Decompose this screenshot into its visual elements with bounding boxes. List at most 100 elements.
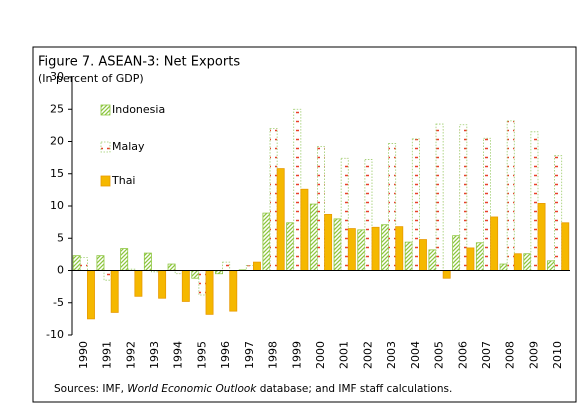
bar: [120, 248, 129, 271]
chart-title: Figure 7. ASEAN-3: Net Exports: [38, 55, 240, 70]
x-tick-label: 1996: [219, 341, 232, 369]
bar: [537, 203, 546, 271]
bar: [395, 226, 404, 271]
bar: [181, 270, 190, 302]
bar: [222, 261, 231, 271]
chart-subtitle: (In percent of GDP): [38, 72, 144, 85]
bar: [269, 128, 278, 271]
bar: [205, 270, 214, 315]
bar: [483, 137, 491, 271]
x-tick-label: 2004: [409, 341, 422, 369]
x-tick-label: 2008: [504, 341, 517, 369]
y-tick-label: 15: [50, 167, 64, 180]
bar: [143, 252, 152, 271]
x-tick-label: 1990: [77, 341, 90, 369]
bar: [333, 218, 342, 271]
bar: [276, 168, 285, 271]
bar: [411, 138, 420, 271]
bar: [523, 253, 532, 271]
bar: [357, 229, 366, 271]
bar: [158, 270, 167, 299]
bar: [506, 120, 515, 271]
bar: [530, 131, 539, 271]
y-tick-label: -5: [53, 296, 64, 309]
bar: [167, 263, 176, 271]
bar: [324, 213, 333, 271]
x-tick-label: 1994: [172, 341, 185, 369]
bar: [490, 216, 499, 271]
x-tick-label: 2003: [385, 341, 398, 369]
bar: [245, 264, 254, 271]
x-tick-label: 2000: [314, 341, 327, 369]
bar: [253, 261, 261, 271]
bar: [419, 239, 427, 271]
source-part: World Economic Outlook: [127, 383, 257, 395]
bar: [442, 270, 451, 279]
y-tick-label: 5: [57, 231, 64, 244]
x-tick-label: 1998: [267, 341, 280, 369]
bar: [547, 260, 555, 271]
bar: [198, 270, 207, 296]
x-tick-label: 1997: [243, 341, 256, 369]
x-tick-label: 2002: [361, 341, 374, 369]
bar: [229, 270, 238, 312]
x-tick-label: 2005: [433, 341, 446, 369]
x-tick-label: 1993: [148, 341, 161, 369]
bar: [371, 226, 380, 271]
bar: [404, 241, 413, 271]
x-tick-label: 1995: [195, 341, 208, 369]
x-tick-label: 2009: [527, 341, 540, 369]
legend-label: Malay: [112, 140, 145, 153]
y-tick-label: 30: [50, 70, 64, 83]
bar: [300, 188, 309, 271]
x-tick-label: 2007: [480, 341, 493, 369]
bar: [340, 157, 349, 271]
x-tick-label: 2006: [456, 341, 469, 369]
bar: [428, 249, 437, 271]
bar: [364, 159, 373, 271]
bar: [466, 247, 475, 271]
x-tick-label: 2010: [551, 341, 564, 369]
bar: [499, 263, 508, 271]
bar: [459, 124, 468, 271]
bar: [262, 212, 271, 271]
bar: [134, 270, 143, 297]
legend-swatch: [100, 175, 111, 187]
bar: [317, 146, 325, 271]
source-part: database; and IMF staff calculations.: [256, 383, 452, 395]
bar: [513, 253, 522, 271]
x-tick-label: 1991: [101, 341, 114, 369]
bar: [554, 155, 563, 271]
bar: [286, 222, 295, 271]
x-tick-label: 1999: [290, 341, 303, 369]
bar: [191, 270, 200, 279]
legend-swatch: [100, 141, 111, 153]
bar: [561, 222, 570, 271]
bar: [103, 270, 112, 281]
bar: [475, 242, 484, 271]
y-tick-label: 25: [50, 102, 64, 115]
bar: [110, 270, 119, 313]
y-tick-label: 20: [50, 135, 64, 148]
bar: [293, 108, 302, 271]
bar: [127, 268, 136, 271]
bar: [87, 270, 95, 320]
legend-label: Indonesia: [112, 103, 165, 116]
bar: [347, 228, 356, 271]
bar: [79, 257, 88, 271]
y-tick-label: 0: [57, 264, 64, 277]
y-tick-label: 10: [50, 199, 64, 212]
bar: [381, 224, 389, 271]
bar: [309, 203, 318, 271]
bar: [452, 235, 461, 271]
y-tick-label: -10: [46, 328, 64, 341]
bar: [96, 255, 105, 271]
bar: [388, 143, 397, 271]
source-part: Sources: IMF,: [54, 383, 127, 395]
x-tick-label: 2001: [338, 341, 351, 369]
legend-swatch: [100, 104, 111, 116]
legend-label: Thai: [111, 174, 136, 187]
frame: [32, 46, 577, 403]
